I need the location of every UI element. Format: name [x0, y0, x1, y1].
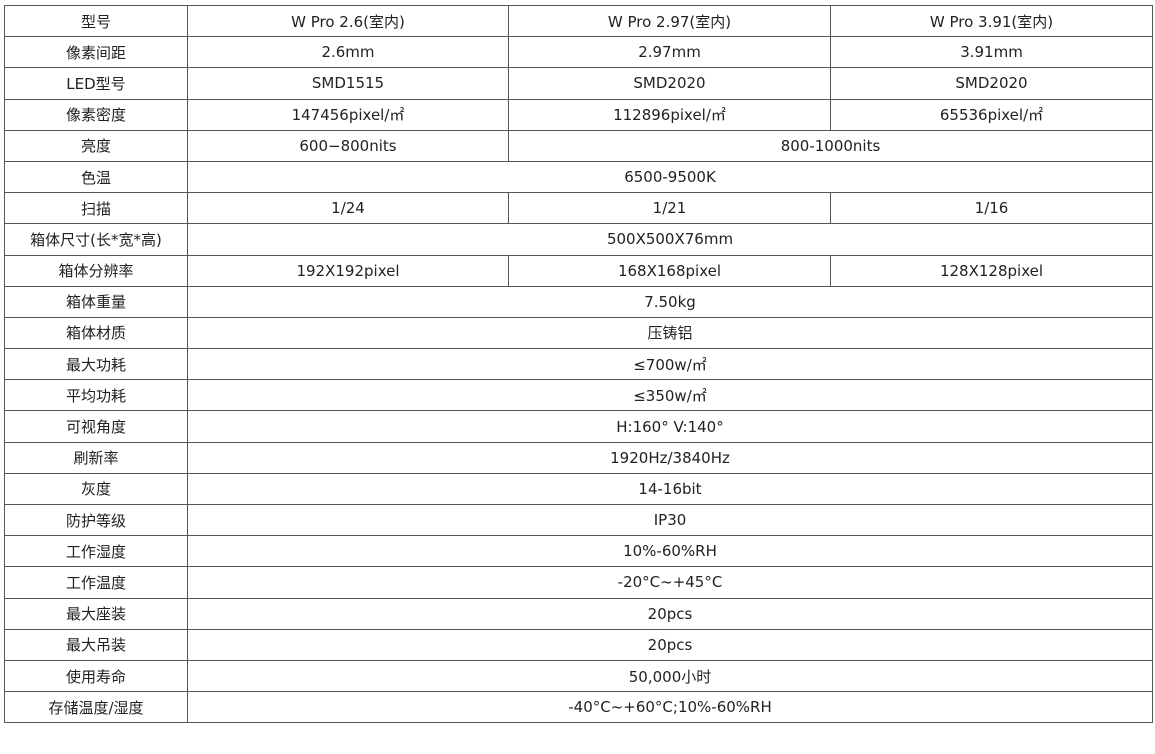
- row-label: 刷新率: [4, 441, 188, 474]
- table-row: 可视角度 H:160° V:140°: [4, 410, 1153, 443]
- row-label: 平均功耗: [4, 379, 188, 412]
- row-label: 最大功耗: [4, 348, 188, 381]
- row-label: 箱体重量: [4, 285, 188, 318]
- row-value: -20°C~+45°C: [187, 566, 1153, 599]
- table-row: 使用寿命 50,000小时: [4, 659, 1153, 693]
- row-label: 存储温度/湿度: [4, 691, 188, 724]
- table-row: 扫描 1/24 1/21 1/16: [4, 192, 1153, 225]
- row-value: 128X128pixel: [830, 254, 1153, 287]
- row-label: 工作湿度: [4, 535, 188, 568]
- row-value: 112896pixel/㎡: [508, 98, 831, 131]
- row-label: 工作温度: [4, 566, 188, 599]
- row-label: 箱体材质: [4, 316, 188, 350]
- row-value: 7.50kg: [187, 285, 1153, 318]
- table-row: 箱体材质 压铸铝: [4, 316, 1153, 350]
- row-value: ≤700w/㎡: [187, 348, 1153, 381]
- row-label: 扫描: [4, 192, 188, 225]
- table-row: 存储温度/湿度 -40°C~+60°C;10%-60%RH: [4, 691, 1153, 724]
- row-value: 192X192pixel: [187, 254, 509, 287]
- row-value: H:160° V:140°: [187, 410, 1153, 443]
- table-row: 工作湿度 10%-60%RH: [4, 535, 1153, 568]
- row-value: 2.6mm: [187, 36, 509, 69]
- table-row: 刷新率 1920Hz/3840Hz: [4, 441, 1153, 474]
- row-value: 2.97mm: [508, 36, 831, 69]
- row-value: 6500-9500K: [187, 160, 1153, 194]
- row-value: 20pcs: [187, 597, 1153, 630]
- row-value: 1/24: [187, 192, 509, 225]
- table-row: 最大功耗 ≤700w/㎡: [4, 348, 1153, 381]
- row-label: 使用寿命: [4, 659, 188, 693]
- table-row: 平均功耗 ≤350w/㎡: [4, 379, 1153, 412]
- model-header: W Pro 3.91(室内): [830, 4, 1153, 38]
- row-label: 可视角度: [4, 410, 188, 443]
- row-value: SMD2020: [830, 67, 1153, 100]
- row-label: 最大吊装: [4, 628, 188, 661]
- row-value: 168X168pixel: [508, 254, 831, 287]
- row-value: 800-1000nits: [508, 129, 1153, 162]
- row-label: 灰度: [4, 472, 188, 506]
- row-value: -40°C~+60°C;10%-60%RH: [187, 691, 1153, 724]
- row-value: 1920Hz/3840Hz: [187, 441, 1153, 474]
- row-value: SMD2020: [508, 67, 831, 100]
- table-row: 最大吊装 20pcs: [4, 628, 1153, 661]
- model-header: W Pro 2.6(室内): [187, 4, 509, 38]
- row-value: IP30: [187, 503, 1153, 537]
- row-value: ≤350w/㎡: [187, 379, 1153, 412]
- row-label: LED型号: [4, 67, 188, 100]
- table-row: 色温 6500-9500K: [4, 160, 1153, 194]
- row-value: 压铸铝: [187, 316, 1153, 350]
- header-row: 型号 W Pro 2.6(室内) W Pro 2.97(室内) W Pro 3.…: [4, 4, 1153, 38]
- row-label: 像素密度: [4, 98, 188, 131]
- row-value: 1/16: [830, 192, 1153, 225]
- table-row: 箱体分辨率 192X192pixel 168X168pixel 128X128pixe…: [4, 254, 1153, 287]
- row-value: 1/21: [508, 192, 831, 225]
- row-value: SMD1515: [187, 67, 509, 100]
- row-label: 亮度: [4, 129, 188, 162]
- table-row: 工作温度 -20°C~+45°C: [4, 566, 1153, 599]
- row-label: 色温: [4, 160, 188, 194]
- row-value: 3.91mm: [830, 36, 1153, 69]
- table-row: 箱体重量 7.50kg: [4, 285, 1153, 318]
- row-value: 500X500X76mm: [187, 223, 1153, 256]
- row-value: 147456pixel/㎡: [187, 98, 509, 131]
- model-header: W Pro 2.97(室内): [508, 4, 831, 38]
- table-row: 亮度 600−800nits 800-1000nits: [4, 129, 1153, 162]
- table-row: 防护等级 IP30: [4, 503, 1153, 537]
- table-row: 灰度 14-16bit: [4, 472, 1153, 506]
- table-row: 像素密度 147456pixel/㎡ 112896pixel/㎡ 65536pixel…: [4, 98, 1153, 131]
- row-value: 14-16bit: [187, 472, 1153, 506]
- row-value: 20pcs: [187, 628, 1153, 661]
- table-row: 箱体尺寸(长*宽*高) 500X500X76mm: [4, 223, 1153, 256]
- table-row: 像素间距 2.6mm 2.97mm 3.91mm: [4, 36, 1153, 69]
- row-value: 10%-60%RH: [187, 535, 1153, 568]
- header-label: 型号: [4, 4, 188, 38]
- row-value: 600−800nits: [187, 129, 509, 162]
- row-label: 最大座装: [4, 597, 188, 630]
- row-label: 箱体分辨率: [4, 254, 188, 287]
- row-value: 50,000小时: [187, 659, 1153, 693]
- table-row: 最大座装 20pcs: [4, 597, 1153, 630]
- table-row: LED型号 SMD1515 SMD2020 SMD2020: [4, 67, 1153, 100]
- spec-table: 型号 W Pro 2.6(室内) W Pro 2.97(室内) W Pro 3.…: [4, 4, 1153, 724]
- row-value: 65536pixel/㎡: [830, 98, 1153, 131]
- row-label: 像素间距: [4, 36, 188, 69]
- row-label: 防护等级: [4, 503, 188, 537]
- row-label: 箱体尺寸(长*宽*高): [4, 223, 188, 256]
